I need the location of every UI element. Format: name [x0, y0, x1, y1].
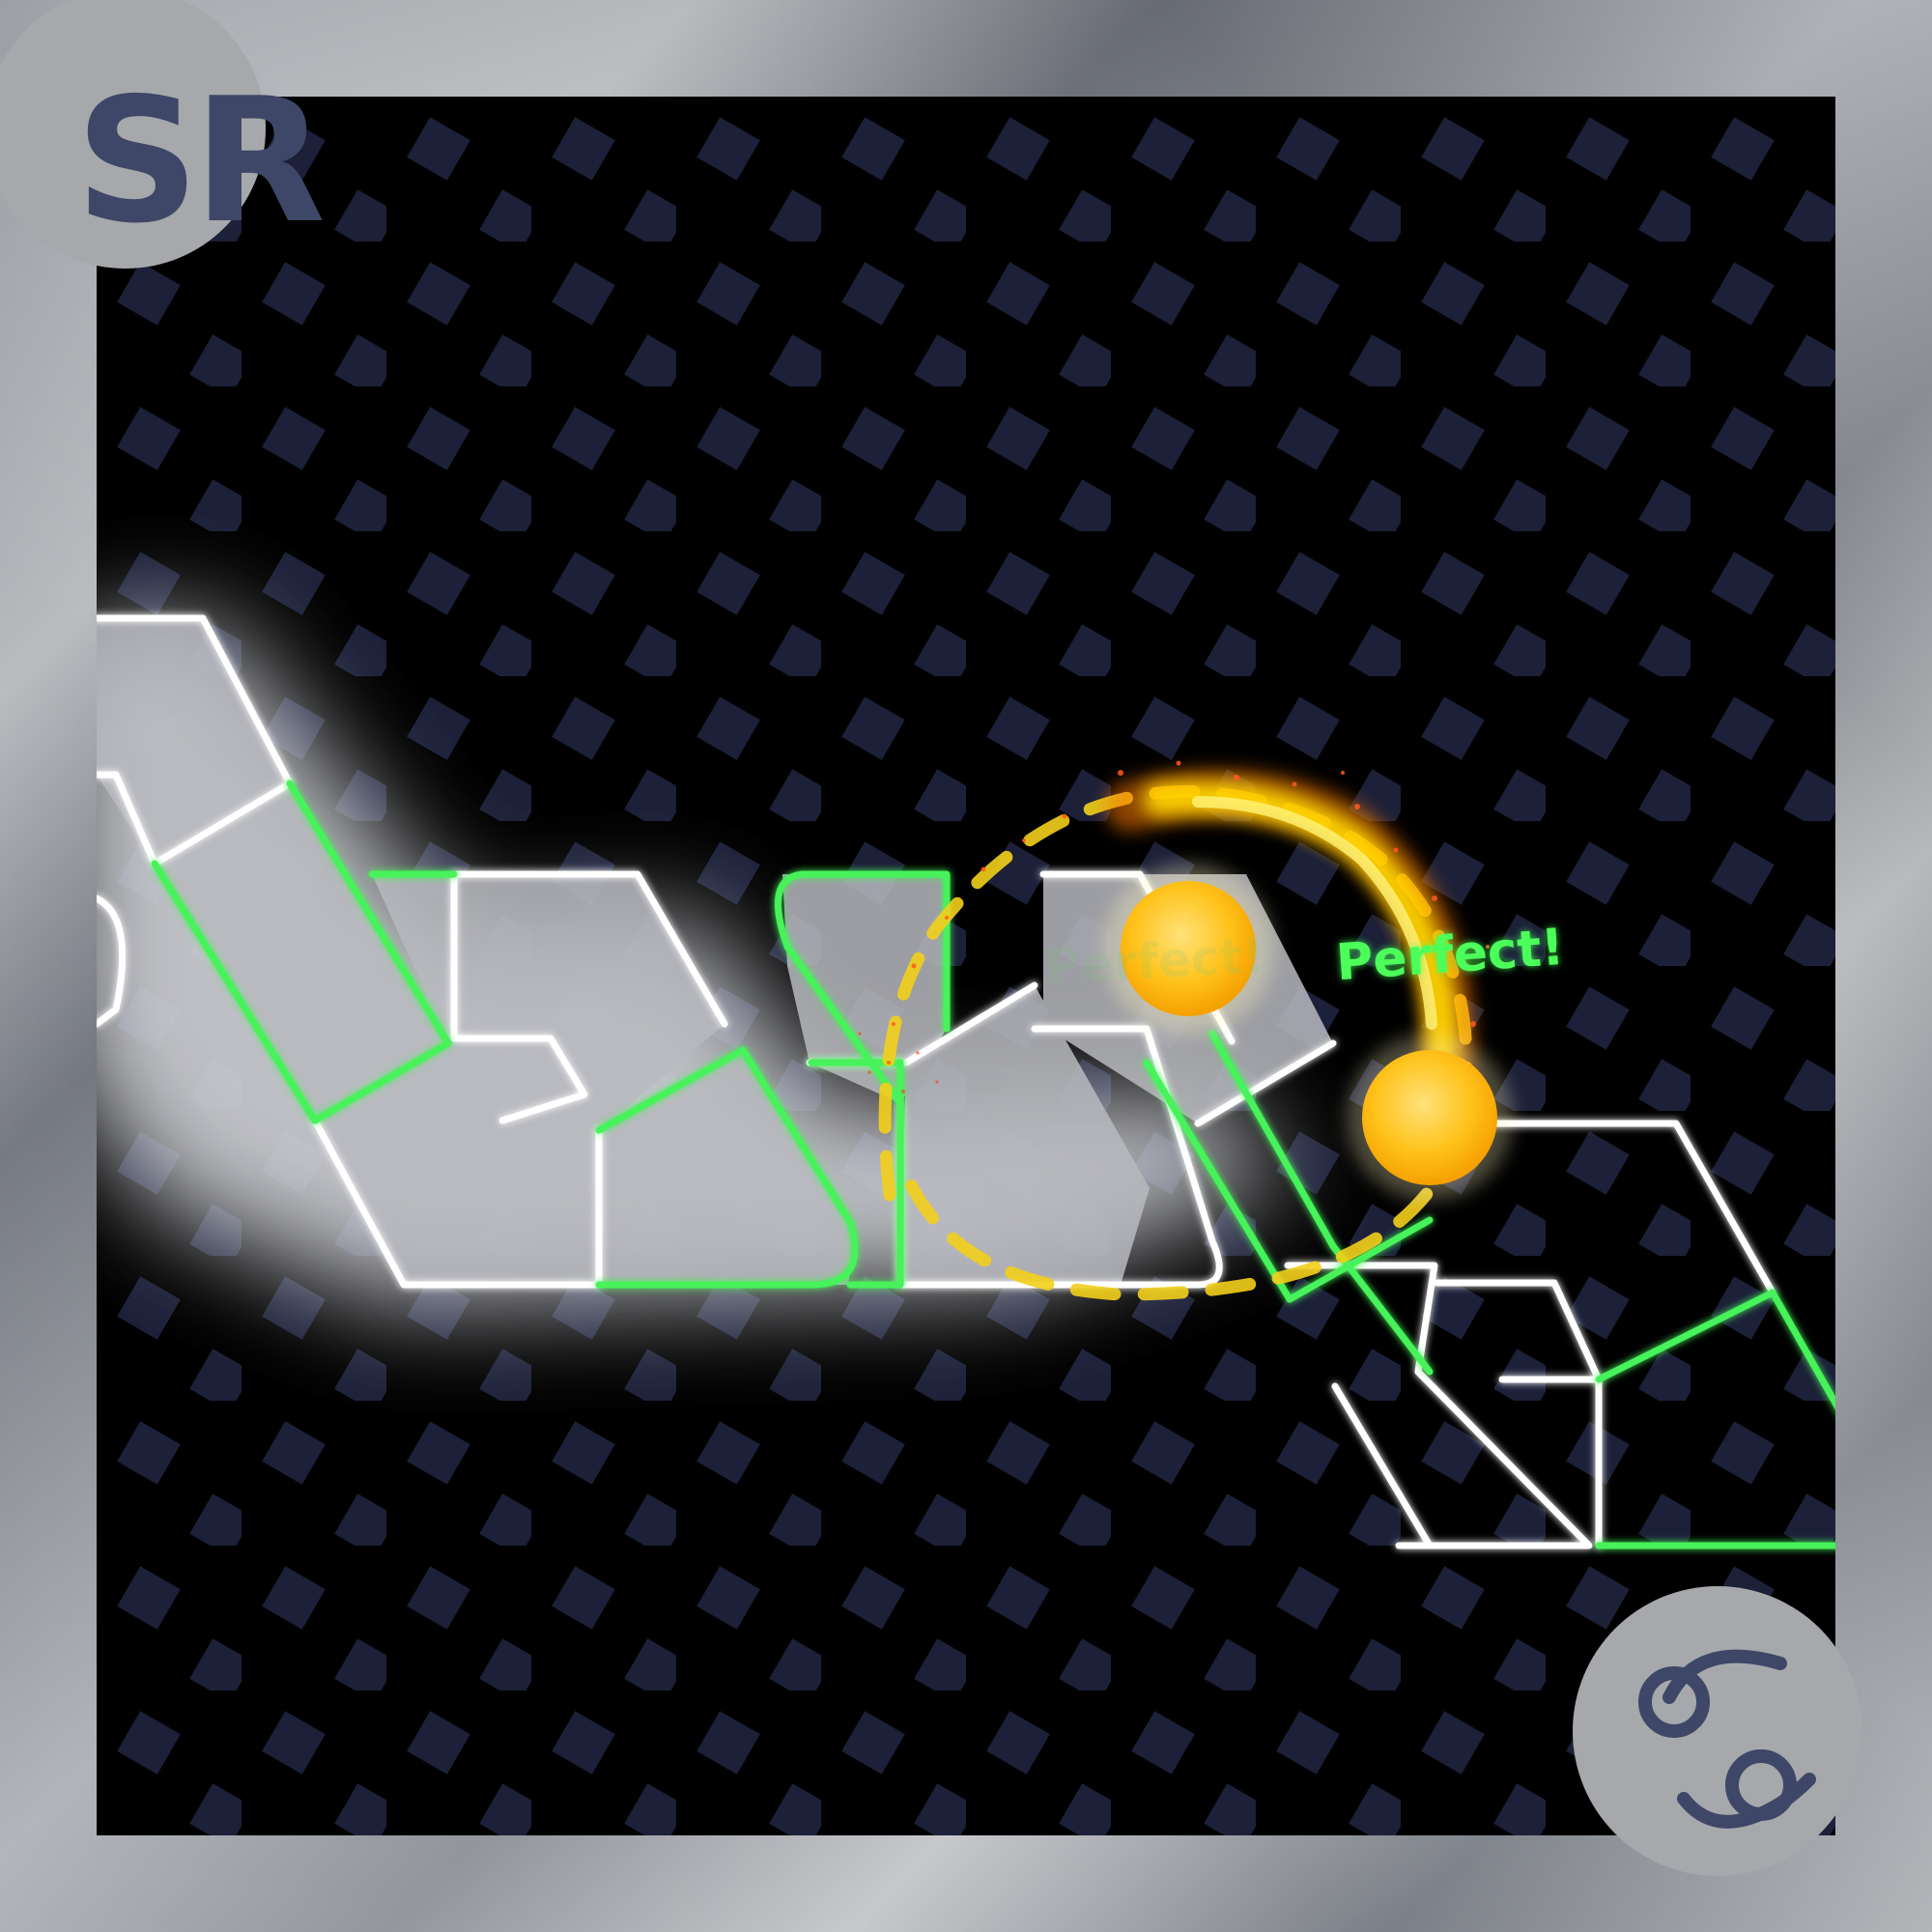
cancer-zodiac-icon	[1638, 1649, 1816, 1829]
game-playfield[interactable]: Perfect! Perfect!	[97, 97, 1835, 1835]
track-outline-green	[151, 780, 1835, 1549]
game-scene	[97, 97, 1835, 1835]
zodiac-badge	[1573, 1586, 1862, 1876]
planet-ice	[1362, 1050, 1497, 1185]
planet-fire	[1121, 881, 1256, 1016]
sr-badge: SR	[0, 0, 326, 269]
track-outline-white	[97, 614, 1776, 1549]
planets	[1103, 864, 1513, 1201]
sr-badge-label: SR	[75, 61, 326, 261]
judgement-text-faded: Perfect!	[1043, 927, 1266, 995]
